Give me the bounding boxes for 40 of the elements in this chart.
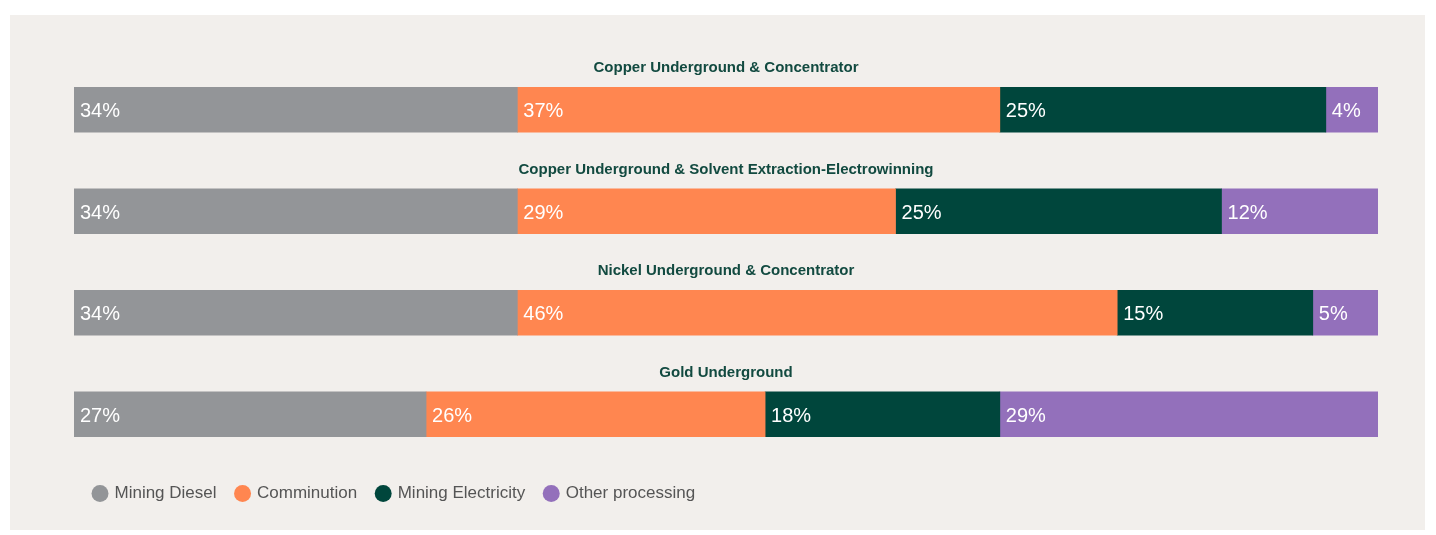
legend-label: Comminution	[257, 483, 358, 503]
data-label: 5%	[1318, 302, 1348, 325]
data-label: 34%	[80, 200, 121, 223]
bar	[764, 391, 1001, 438]
y-tick-label: Gold Underground	[659, 362, 793, 380]
legend-label: Mining Diesel	[114, 483, 217, 503]
data-label: 25%	[1005, 99, 1047, 122]
data-label: 26%	[432, 403, 473, 426]
bar	[74, 289, 518, 336]
data-label: 12%	[1227, 200, 1268, 223]
data-label: 34%	[80, 302, 121, 325]
data-label: 4%	[1331, 99, 1361, 122]
data-label: 37%	[523, 99, 564, 122]
data-label: 29%	[1005, 403, 1047, 426]
legend-label: Mining Electricity	[397, 483, 526, 503]
y-tick-label: Nickel Underground & Concentrator	[597, 261, 855, 279]
bar	[999, 391, 1378, 438]
bar	[1116, 289, 1314, 336]
data-label: 15%	[1123, 302, 1164, 325]
data-label: 34%	[80, 99, 121, 122]
data-label: 18%	[771, 403, 812, 426]
bar	[999, 86, 1327, 133]
bar	[1325, 86, 1378, 133]
bar	[1312, 289, 1378, 336]
legend-label: Other processing	[565, 483, 696, 503]
y-tick-label: Copper Underground & Solvent Extraction-Electrowinning	[518, 159, 934, 177]
bar	[1221, 188, 1378, 235]
y-tick-label: Copper Underground & Concentrator	[593, 58, 859, 76]
bar	[74, 391, 427, 438]
bar	[517, 289, 1118, 336]
bar	[74, 86, 518, 133]
data-label: 46%	[523, 302, 564, 325]
bar	[74, 188, 518, 235]
bar	[895, 188, 1222, 235]
data-label: 25%	[901, 200, 942, 223]
data-label: 29%	[523, 200, 564, 223]
bar	[425, 391, 766, 438]
data-label: 27%	[80, 403, 121, 426]
bar	[517, 86, 1001, 133]
bar	[517, 188, 896, 235]
